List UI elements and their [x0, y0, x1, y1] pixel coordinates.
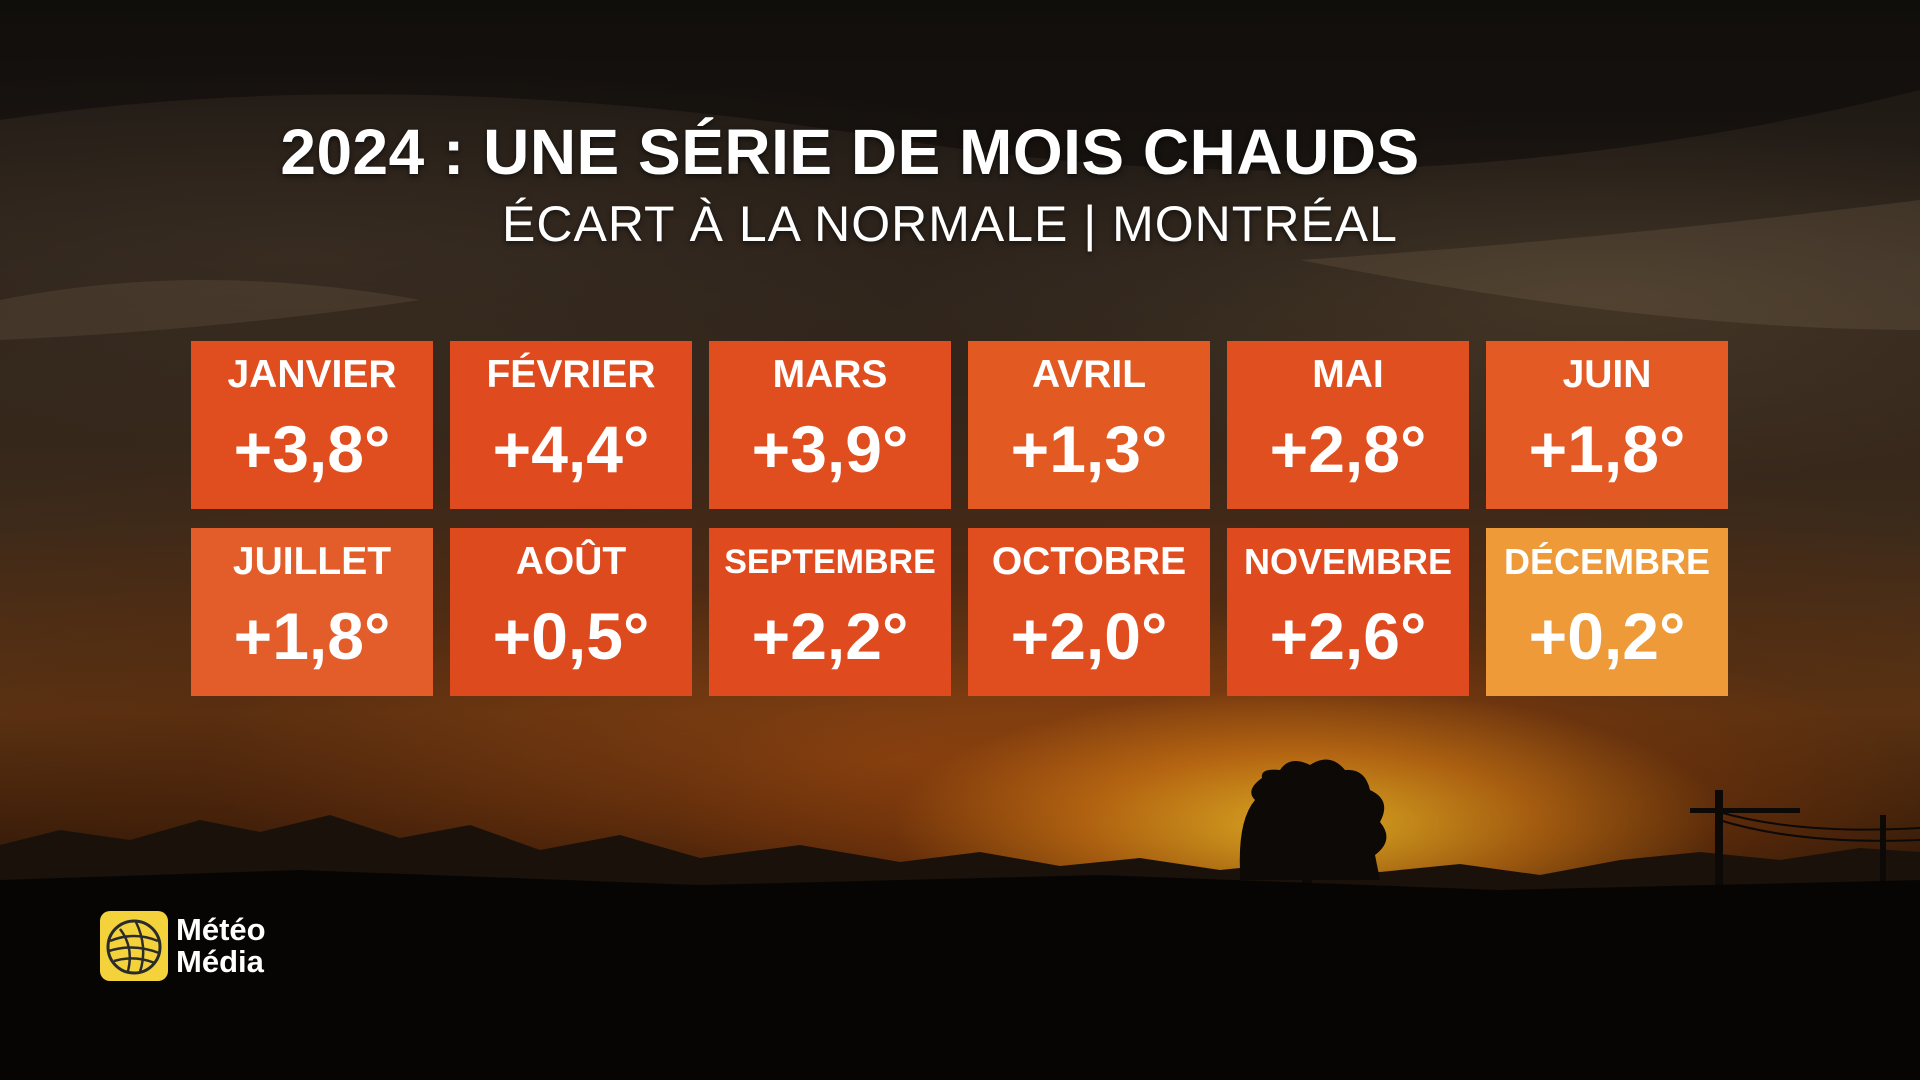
- month-value: +0,5°: [492, 599, 650, 673]
- month-value: +4,4°: [492, 412, 650, 486]
- month-tile-novembre: NOVEMBRE +2,6°: [1227, 528, 1469, 696]
- month-label: MAI: [1312, 353, 1384, 396]
- page-subtitle: ÉCART À LA NORMALE | MONTRÉAL: [502, 196, 1398, 252]
- month-tile-avril: AVRIL +1,3°: [968, 341, 1210, 509]
- globe-icon: [100, 911, 168, 981]
- page-title: 2024 : UNE SÉRIE DE MOIS CHAUDS: [280, 116, 1420, 188]
- month-label: AOÛT: [515, 540, 627, 583]
- logo-wordmark: Météo Média: [176, 914, 266, 978]
- meteomedia-logo: Météo Média: [100, 910, 266, 982]
- month-tile-juin: JUIN +1,8°: [1486, 341, 1728, 509]
- month-tile-aout: AOÛT +0,5°: [450, 528, 692, 696]
- month-value: +2,2°: [751, 599, 909, 673]
- month-tile-decembre: DÉCEMBRE +0,2°: [1486, 528, 1728, 696]
- month-label: JANVIER: [227, 353, 397, 396]
- logo-line-2: Média: [176, 944, 264, 979]
- month-label: DÉCEMBRE: [1503, 541, 1710, 582]
- month-value: +3,9°: [751, 412, 909, 486]
- logo-line-1: Météo: [176, 912, 266, 947]
- month-label: AVRIL: [1031, 353, 1147, 396]
- month-tile-mars: MARS +3,9°: [709, 341, 951, 509]
- month-value: +2,8°: [1269, 412, 1427, 486]
- month-label: JUIN: [1562, 353, 1652, 396]
- month-label: OCTOBRE: [991, 540, 1187, 583]
- month-tile-fevrier: FÉVRIER +4,4°: [450, 341, 692, 509]
- month-value: +2,6°: [1269, 599, 1427, 673]
- month-label: JUILLET: [232, 540, 392, 583]
- month-tile-septembre: SEPTEMBRE +2,2°: [709, 528, 951, 696]
- month-label: SEPTEMBRE: [724, 543, 936, 581]
- month-value: +2,0°: [1010, 599, 1168, 673]
- month-value: +3,8°: [233, 412, 391, 486]
- month-tile-janvier: JANVIER +3,8°: [191, 341, 433, 509]
- month-value: +1,3°: [1010, 412, 1168, 486]
- month-value: +1,8°: [233, 599, 391, 673]
- month-tile-octobre: OCTOBRE +2,0°: [968, 528, 1210, 696]
- month-label: NOVEMBRE: [1243, 541, 1453, 582]
- month-label: MARS: [772, 353, 888, 396]
- month-label: FÉVRIER: [486, 353, 656, 396]
- month-tile-juillet: JUILLET +1,8°: [191, 528, 433, 696]
- month-value: +0,2°: [1528, 599, 1686, 673]
- month-tile-mai: MAI +2,8°: [1227, 341, 1469, 509]
- month-value: +1,8°: [1528, 412, 1686, 486]
- monthly-anomaly-grid: JANVIER +3,8° FÉVRIER +4,4° MARS +3,9° A…: [191, 341, 1729, 696]
